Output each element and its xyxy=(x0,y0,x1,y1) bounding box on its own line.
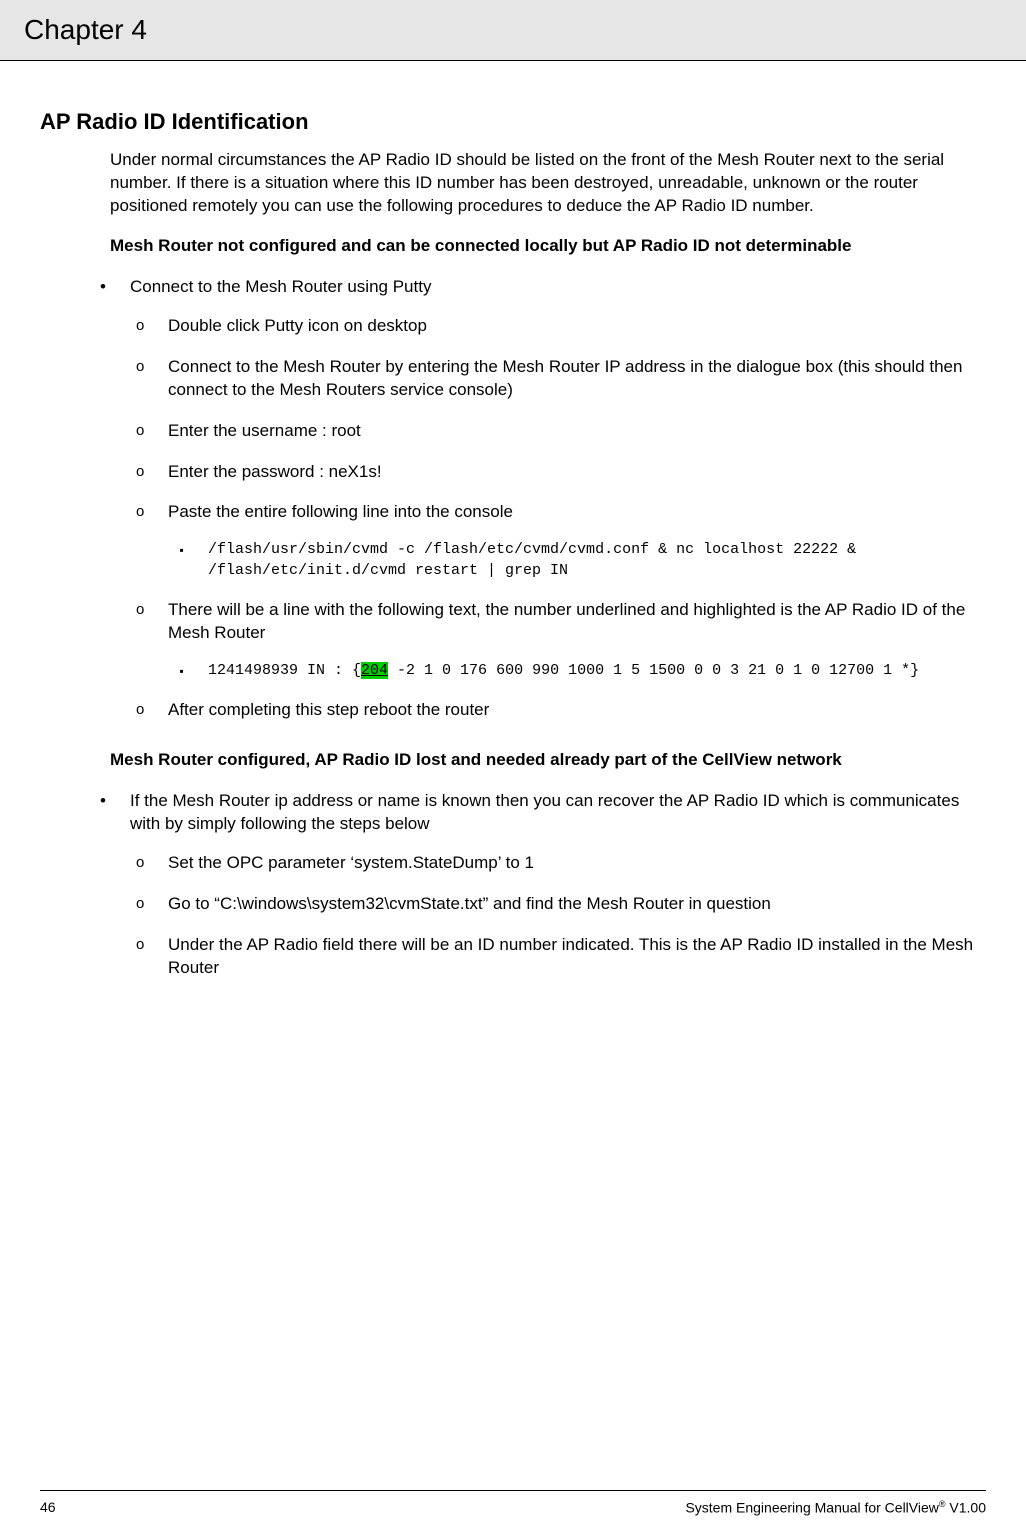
content-area: AP Radio ID Identification Under normal … xyxy=(0,61,1026,980)
bullet-text: If the Mesh Router ip address or name is… xyxy=(130,791,959,833)
chapter-title: Chapter 4 xyxy=(24,14,1002,46)
sub-item: Enter the password : neX1s! xyxy=(168,461,986,484)
doc-title-pre: System Engineering Manual for CellView xyxy=(685,1500,938,1516)
code-line: /flash/usr/sbin/cvmd -c /flash/etc/cvmd/… xyxy=(208,540,986,581)
sub-item: Paste the entire following line into the… xyxy=(168,501,986,580)
bullet-text: Connect to the Mesh Router using Putty xyxy=(130,277,431,296)
bullet-item: Connect to the Mesh Router using Putty D… xyxy=(130,276,986,722)
sub-item: Under the AP Radio field there will be a… xyxy=(168,934,986,980)
code-list: 1241498939 IN : {204 -2 1 0 176 600 990 … xyxy=(208,661,986,681)
sub-list: Set the OPC parameter ‘system.StateDump’… xyxy=(168,852,986,980)
doc-title-post: V1.00 xyxy=(946,1500,986,1516)
page-footer: 46 System Engineering Manual for CellVie… xyxy=(40,1490,986,1516)
sub-item: Enter the username : root xyxy=(168,420,986,443)
subsection-1-title: Mesh Router not configured and can be co… xyxy=(110,236,986,256)
bullet-list-1: Connect to the Mesh Router using Putty D… xyxy=(130,276,986,722)
doc-title-sup: ® xyxy=(939,1499,946,1509)
header-band: Chapter 4 xyxy=(0,0,1026,61)
section-title: AP Radio ID Identification xyxy=(40,109,986,135)
sub-item: Set the OPC parameter ‘system.StateDump’… xyxy=(168,852,986,875)
section-intro: Under normal circumstances the AP Radio … xyxy=(110,149,986,218)
subsection-2-title: Mesh Router configured, AP Radio ID lost… xyxy=(110,750,986,770)
code-highlight: 204 xyxy=(361,662,388,679)
sub-item: Double click Putty icon on desktop xyxy=(168,315,986,338)
code-list: /flash/usr/sbin/cvmd -c /flash/etc/cvmd/… xyxy=(208,540,986,581)
code-pre: 1241498939 IN : { xyxy=(208,662,361,679)
code-post: -2 1 0 176 600 990 1000 1 5 1500 0 0 3 2… xyxy=(388,662,919,679)
sub-text: Paste the entire following line into the… xyxy=(168,502,513,521)
page: Chapter 4 AP Radio ID Identification Und… xyxy=(0,0,1026,1540)
sub-item: Connect to the Mesh Router by entering t… xyxy=(168,356,986,402)
sub-item: After completing this step reboot the ro… xyxy=(168,699,986,722)
bullet-item: If the Mesh Router ip address or name is… xyxy=(130,790,986,980)
page-number: 46 xyxy=(40,1499,56,1516)
sub-item: There will be a line with the following … xyxy=(168,599,986,681)
doc-title: System Engineering Manual for CellView® … xyxy=(685,1499,986,1516)
sub-item: Go to “C:\windows\system32\cvmState.txt”… xyxy=(168,893,986,916)
bullet-list-2: If the Mesh Router ip address or name is… xyxy=(130,790,986,980)
code-line: 1241498939 IN : {204 -2 1 0 176 600 990 … xyxy=(208,661,986,681)
sub-text: There will be a line with the following … xyxy=(168,600,965,642)
sub-list: Double click Putty icon on desktop Conne… xyxy=(168,315,986,722)
